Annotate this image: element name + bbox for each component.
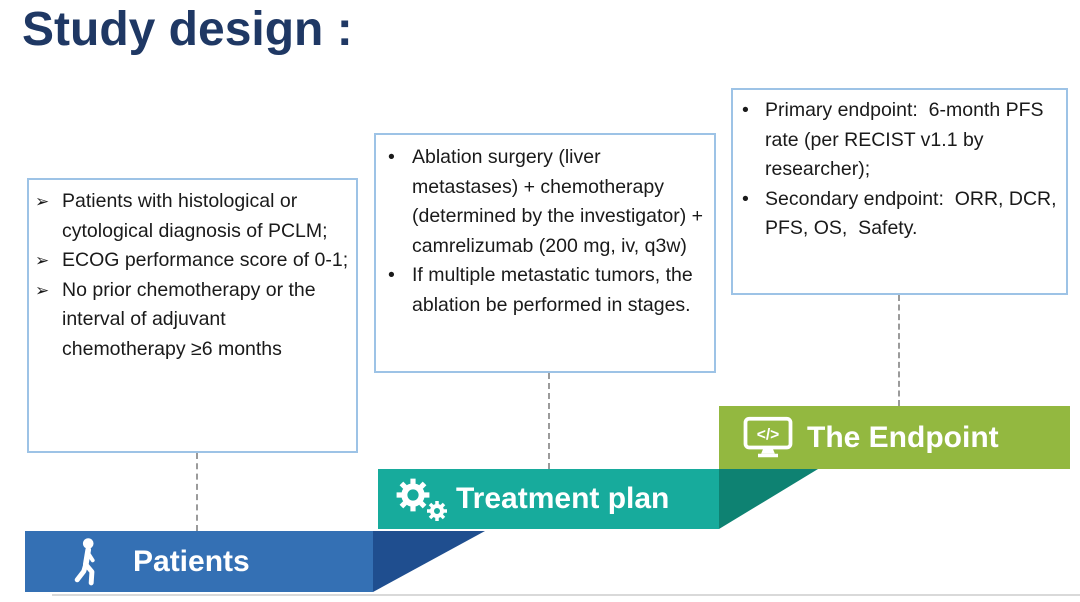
list-item: • Secondary endpoint: ORR, DCR, PFS, OS,… (742, 185, 1064, 244)
list-item: ➢ No prior chemotherapy or the interval … (35, 276, 352, 365)
arrow-bullet-icon: ➢ (35, 251, 50, 270)
endpoint-box: • Primary endpoint: 6-month PFS rate (pe… (731, 88, 1068, 295)
treatment-plan-list: • Ablation surgery (liver metastases) + … (376, 135, 714, 320)
patients-criterion-text: No prior chemotherapy or the interval of… (62, 278, 316, 360)
treatment-plan-box: • Ablation surgery (liver metastases) + … (374, 133, 716, 373)
endpoint-list: • Primary endpoint: 6-month PFS rate (pe… (733, 90, 1066, 244)
endpoint-item-text: Secondary endpoint: ORR, DCR, PFS, OS, S… (765, 187, 1062, 240)
endpoint-item-text: Primary endpoint: 6-month PFS rate (per … (765, 99, 1044, 180)
page-title: Study design : (22, 3, 353, 56)
gears-icon (394, 474, 448, 524)
patients-banner-tail (373, 531, 485, 592)
patients-connector-line (196, 453, 198, 531)
dot-bullet-icon: • (388, 264, 395, 286)
list-item: • Primary endpoint: 6-month PFS rate (pe… (742, 96, 1064, 185)
treatment-connector-line (548, 373, 550, 469)
list-item: ➢ Patients with histological or cytologi… (35, 187, 352, 246)
treatment-plan-banner: Treatment plan (378, 469, 719, 529)
dot-bullet-icon: • (742, 99, 749, 121)
patients-banner: Patients (25, 531, 373, 592)
monitor-code-icon: </> (743, 416, 793, 459)
endpoint-banner: </> The Endpoint (719, 406, 1070, 469)
banner-label: Patients (133, 544, 250, 578)
endpoint-connector-line (898, 295, 900, 406)
list-item: • Ablation surgery (liver metastases) + … (388, 143, 712, 261)
banner-label: The Endpoint (807, 420, 999, 454)
slide-bottom-edge (52, 594, 1080, 596)
arrow-bullet-icon: ➢ (35, 192, 50, 211)
svg-text:</>: </> (757, 426, 780, 443)
list-item: • If multiple metastatic tumors, the abl… (388, 261, 712, 320)
dot-bullet-icon: • (388, 146, 395, 168)
patients-criteria-list: ➢ Patients with histological or cytologi… (29, 180, 356, 364)
dot-bullet-icon: • (742, 187, 749, 210)
patients-criteria-box: ➢ Patients with histological or cytologi… (27, 178, 358, 453)
treatment-banner-tail (719, 469, 818, 529)
walking-person-icon (71, 537, 103, 587)
banner-label: Treatment plan (456, 482, 670, 515)
arrow-bullet-icon: ➢ (35, 280, 50, 300)
list-item: ➢ ECOG performance score of 0-1; (35, 246, 352, 276)
patients-criterion-text: Patients with histological or cytologica… (62, 190, 328, 242)
treatment-item-text: Ablation surgery (liver metastases) + ch… (412, 146, 704, 257)
patients-criterion-text: ECOG performance score of 0-1; (62, 249, 349, 271)
treatment-item-text: If multiple metastatic tumors, the ablat… (412, 264, 693, 316)
